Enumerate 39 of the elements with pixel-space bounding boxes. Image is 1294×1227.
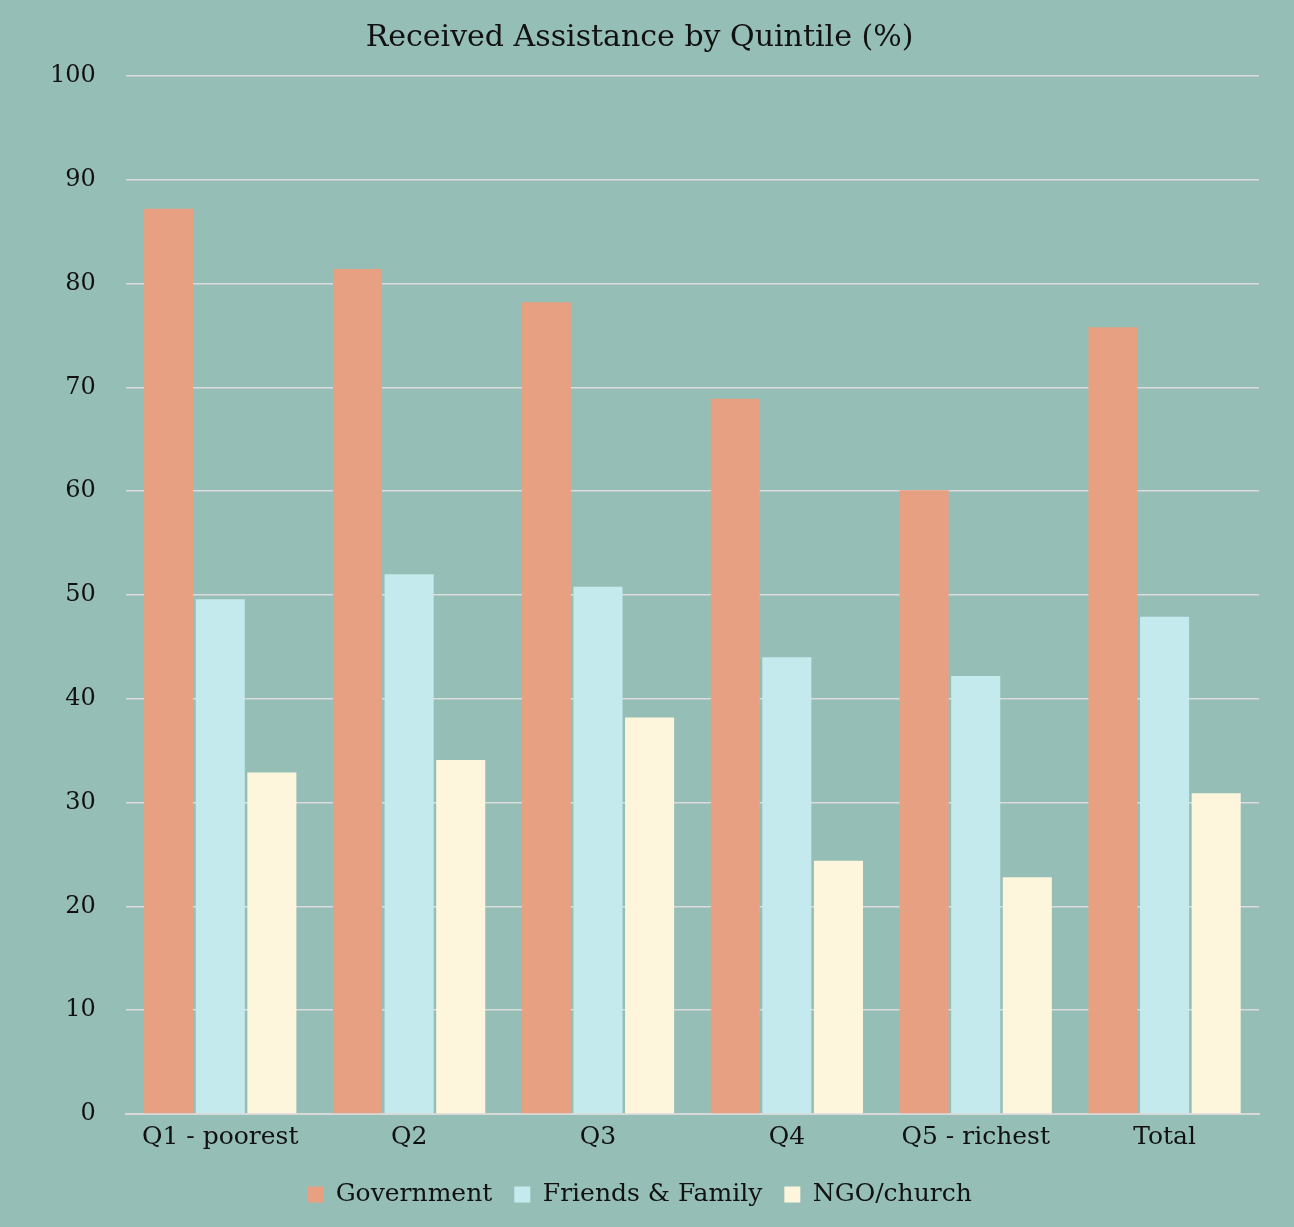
legend-label: Government bbox=[335, 1178, 493, 1207]
bar bbox=[384, 574, 434, 1114]
bar bbox=[1088, 327, 1138, 1114]
x-tick-label: Q1 - poorest bbox=[142, 1120, 299, 1150]
bar bbox=[625, 717, 675, 1114]
y-tick-label: 50 bbox=[65, 579, 96, 608]
x-tick-label: Q3 bbox=[579, 1120, 617, 1150]
bar bbox=[247, 772, 297, 1114]
y-tick-label: 80 bbox=[65, 267, 96, 296]
y-tick-label: 10 bbox=[65, 994, 96, 1023]
legend-label: Friends & Family bbox=[542, 1178, 764, 1207]
bar bbox=[144, 208, 194, 1114]
y-tick-label: 20 bbox=[65, 890, 96, 919]
x-tick-label: Q2 bbox=[390, 1120, 428, 1150]
y-tick-label: 0 bbox=[80, 1098, 96, 1127]
bar bbox=[813, 860, 863, 1114]
bar bbox=[710, 398, 760, 1114]
chart-title: Received Assistance by Quintile (%) bbox=[365, 17, 914, 53]
legend-label: NGO/church bbox=[812, 1178, 972, 1207]
bar bbox=[195, 599, 245, 1114]
y-tick-label: 100 bbox=[50, 60, 96, 89]
bar bbox=[573, 586, 623, 1114]
bar bbox=[1140, 616, 1190, 1114]
y-tick-label: 70 bbox=[65, 371, 96, 400]
bar bbox=[436, 760, 486, 1114]
bar bbox=[762, 657, 812, 1114]
y-tick-label: 60 bbox=[65, 475, 96, 504]
bar bbox=[1002, 877, 1052, 1114]
y-tick-label: 90 bbox=[65, 164, 96, 193]
bar bbox=[332, 269, 382, 1114]
y-tick-label: 30 bbox=[65, 786, 96, 815]
bar bbox=[899, 490, 949, 1114]
y-tick-label: 40 bbox=[65, 683, 96, 712]
bar bbox=[951, 675, 1001, 1114]
x-tick-label: Total bbox=[1133, 1120, 1196, 1150]
x-tick-label: Q4 bbox=[768, 1120, 806, 1150]
bar bbox=[1191, 793, 1241, 1114]
x-tick-label: Q5 - richest bbox=[901, 1120, 1050, 1150]
bar bbox=[521, 302, 571, 1114]
